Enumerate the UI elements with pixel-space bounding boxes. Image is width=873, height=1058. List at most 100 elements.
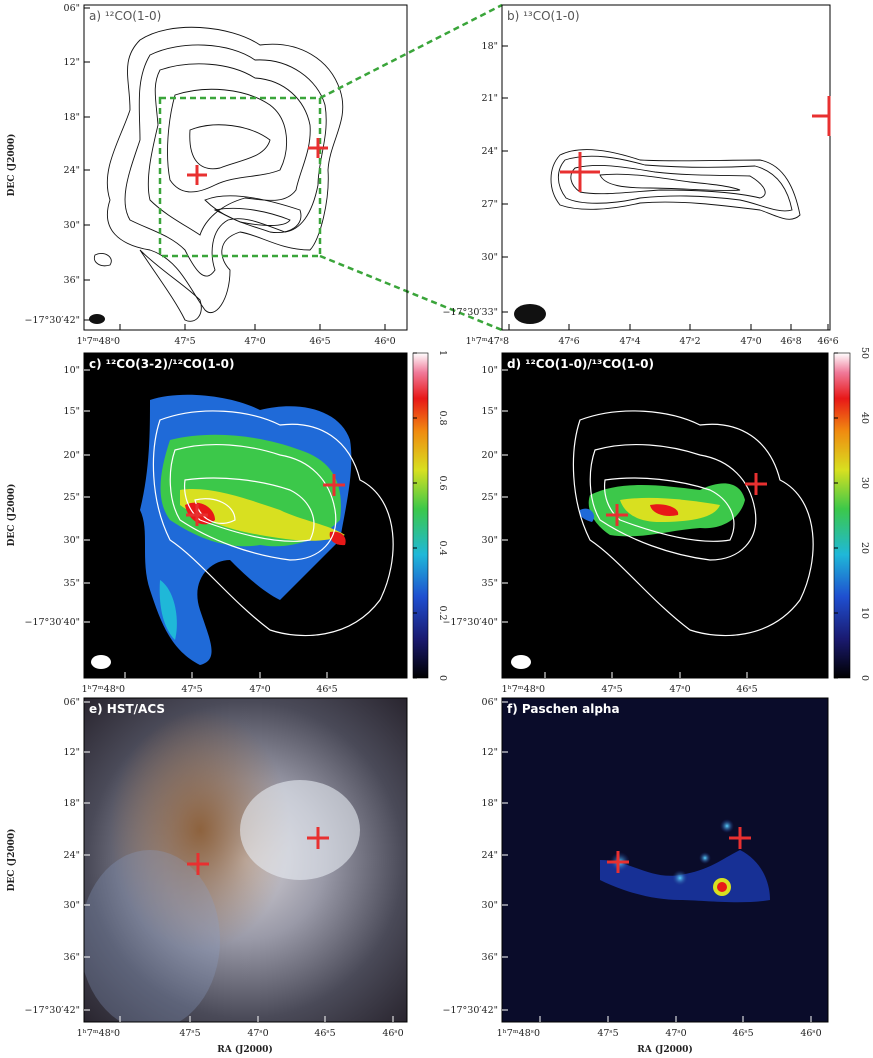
y-tick-label: 18" — [64, 798, 80, 809]
beam — [514, 304, 546, 324]
colorbar-tick-label: 0.8 — [437, 410, 448, 425]
colorbar-tick-label: 0 — [437, 675, 448, 681]
y-tick-label: 12" — [64, 57, 80, 68]
y-tick-label: 12" — [64, 747, 80, 758]
x-tick-label: 47ˢ0 — [665, 1028, 686, 1039]
y-tick-label: 18" — [482, 798, 498, 809]
panel-b-image — [551, 150, 800, 220]
y-tick-label: −17°30′40" — [24, 617, 80, 628]
x-tick-label: 46ˢ6 — [817, 336, 838, 347]
y-axis-label: DEC (J2000) — [6, 484, 17, 547]
x-tick-label: 1ʰ7ᵐ48ˢ0 — [77, 336, 120, 347]
x-tick-label: 1ʰ7ᵐ48ˢ0 — [77, 1028, 120, 1039]
panel-f-bg — [502, 698, 828, 1022]
y-tick-label: −17°30′42" — [442, 1005, 498, 1016]
zoom-box — [160, 5, 502, 330]
x-tick-label: 46ˢ0 — [382, 1028, 403, 1039]
beam — [89, 314, 105, 324]
y-tick-label: 06" — [64, 697, 80, 708]
x-tick-label: 47ˢ0 — [669, 684, 690, 695]
colorbar — [413, 353, 428, 678]
colorbar-tick-label: 10 — [859, 607, 870, 619]
panel-label: c) ¹²CO(3-2)/¹²CO(1-0) — [89, 357, 235, 371]
y-tick-label: 25" — [64, 492, 80, 503]
y-tick-label: 24" — [482, 146, 498, 157]
y-tick-label: 24" — [64, 850, 80, 861]
y-tick-label: 15" — [64, 406, 80, 417]
y-tick-label: 27" — [482, 199, 498, 210]
x-axis-label: RA (J2000) — [637, 1044, 692, 1055]
x-tick-label: 47ˢ0 — [740, 336, 761, 347]
x-tick-label: 46ˢ5 — [732, 1028, 753, 1039]
panel-label: f) Paschen alpha — [507, 702, 620, 716]
panel-label: e) HST/ACS — [89, 702, 165, 716]
x-tick-label: 47ˢ2 — [679, 336, 700, 347]
x-tick-label: 47ˢ6 — [558, 336, 579, 347]
x-tick-label: 47ˢ5 — [181, 684, 202, 695]
x-tick-label: 47ˢ0 — [247, 1028, 268, 1039]
colorbar-tick-label: 0 — [859, 675, 870, 681]
y-tick-label: 25" — [482, 492, 498, 503]
panel-label: a) ¹²CO(1-0) — [89, 9, 161, 23]
colorbar-tick-label: 50 — [859, 347, 870, 359]
y-tick-label: 36" — [64, 275, 80, 286]
y-tick-label: 35" — [482, 578, 498, 589]
x-tick-label: 47ˢ4 — [619, 336, 640, 347]
y-tick-label: 30" — [482, 252, 498, 263]
y-tick-label: 24" — [482, 850, 498, 861]
colorbar-tick-label: 1 — [437, 350, 448, 356]
y-tick-label: 20" — [482, 450, 498, 461]
panel-a-image — [94, 27, 342, 321]
y-tick-label: 30" — [64, 900, 80, 911]
x-tick-label: 47ˢ0 — [244, 336, 265, 347]
x-tick-label: 47ˢ0 — [249, 684, 270, 695]
panel-label: b) ¹³CO(1-0) — [507, 9, 580, 23]
x-tick-label: 46ˢ5 — [309, 336, 330, 347]
x-tick-label: 47ˢ5 — [179, 1028, 200, 1039]
y-tick-label: −17°30′33" — [442, 307, 498, 318]
y-tick-label: 36" — [64, 952, 80, 963]
y-tick-label: 18" — [64, 112, 80, 123]
y-tick-label: 20" — [64, 450, 80, 461]
y-tick-label: −17°30′42" — [24, 315, 80, 326]
y-tick-label: −17°30′40" — [442, 617, 498, 628]
colorbar-tick-label: 40 — [859, 412, 870, 424]
x-tick-label: 46ˢ5 — [316, 684, 337, 695]
colorbar-tick-label: 30 — [859, 477, 870, 489]
y-tick-label: 36" — [482, 952, 498, 963]
y-tick-label: 18" — [482, 41, 498, 52]
y-axis-label: DEC (J2000) — [6, 134, 17, 197]
y-tick-label: 30" — [482, 535, 498, 546]
x-tick-label: 1ʰ7ᵐ47ˢ8 — [466, 336, 509, 347]
colorbar — [834, 353, 850, 678]
y-tick-label: 30" — [64, 220, 80, 231]
beam — [91, 655, 111, 669]
y-tick-label: 06" — [64, 3, 80, 14]
y-tick-label: 21" — [482, 93, 498, 104]
beam — [511, 655, 531, 669]
y-tick-label: 30" — [482, 900, 498, 911]
colorbar-tick-label: 0.4 — [437, 540, 448, 555]
colorbar-tick-label: 20 — [859, 542, 870, 554]
y-tick-label: 10" — [64, 365, 80, 376]
x-tick-label: 46ˢ0 — [800, 1028, 821, 1039]
y-tick-label: 12" — [482, 747, 498, 758]
y-tick-label: 10" — [482, 365, 498, 376]
y-tick-label: 24" — [64, 165, 80, 176]
x-tick-label: 46ˢ0 — [374, 336, 395, 347]
y-tick-label: 06" — [482, 697, 498, 708]
panel-label: d) ¹²CO(1-0)/¹³CO(1-0) — [507, 357, 654, 371]
colorbar-tick-label: 0.6 — [437, 475, 448, 490]
x-tick-label: 47ˢ5 — [601, 684, 622, 695]
x-tick-label: 1ʰ7ᵐ48ˢ0 — [497, 1028, 540, 1039]
y-axis-label: DEC (J2000) — [6, 829, 17, 892]
y-tick-label: −17°30′42" — [24, 1005, 80, 1016]
x-tick-label: 46ˢ8 — [780, 336, 801, 347]
x-tick-label: 1ʰ7ᵐ48ˢ0 — [502, 684, 545, 695]
x-tick-label: 46ˢ5 — [736, 684, 757, 695]
y-tick-label: 35" — [64, 578, 80, 589]
x-tick-label: 47ˢ5 — [597, 1028, 618, 1039]
panel-e-image — [80, 698, 407, 1030]
y-tick-label: 30" — [64, 535, 80, 546]
frame — [84, 5, 407, 330]
